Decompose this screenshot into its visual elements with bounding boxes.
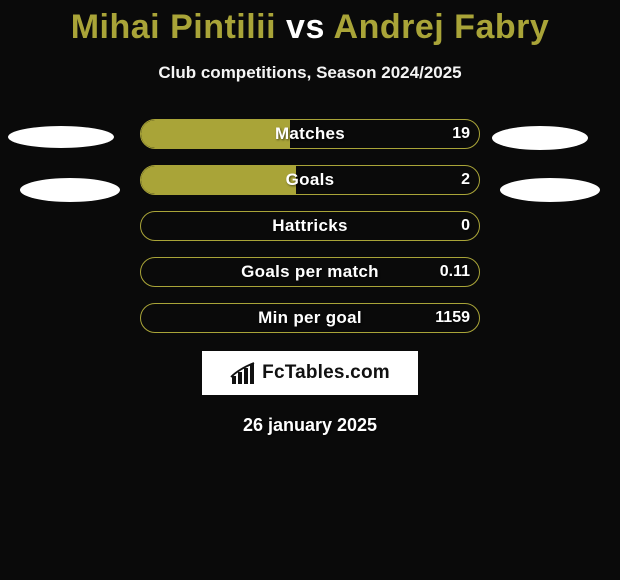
club-badge-placeholder xyxy=(500,178,600,202)
bar-chart-icon xyxy=(230,362,256,384)
stat-row: Hattricks0 xyxy=(0,211,620,241)
stat-fill xyxy=(141,120,290,148)
vs-text: vs xyxy=(286,8,325,46)
player2-name: Andrej Fabry xyxy=(334,8,550,46)
stat-track xyxy=(140,165,480,195)
page-title: Mihai Pintilii vs Andrej Fabry xyxy=(0,0,620,47)
logo-text: FcTables.com xyxy=(262,362,390,384)
stat-row: Goals per match0.11 xyxy=(0,257,620,287)
logo-badge: FcTables.com xyxy=(202,351,418,395)
subtitle: Club competitions, Season 2024/2025 xyxy=(0,63,620,83)
snapshot-date: 26 january 2025 xyxy=(0,415,620,436)
stat-track xyxy=(140,211,480,241)
club-badge-placeholder xyxy=(8,126,114,148)
player1-name: Mihai Pintilii xyxy=(71,8,276,46)
club-badge-placeholder xyxy=(492,126,588,150)
club-badge-placeholder xyxy=(20,178,120,202)
stat-fill xyxy=(141,166,296,194)
stats-chart: Matches19Goals2Hattricks0Goals per match… xyxy=(0,119,620,333)
stat-row: Min per goal1159 xyxy=(0,303,620,333)
stat-track xyxy=(140,119,480,149)
stat-track xyxy=(140,303,480,333)
stat-track xyxy=(140,257,480,287)
